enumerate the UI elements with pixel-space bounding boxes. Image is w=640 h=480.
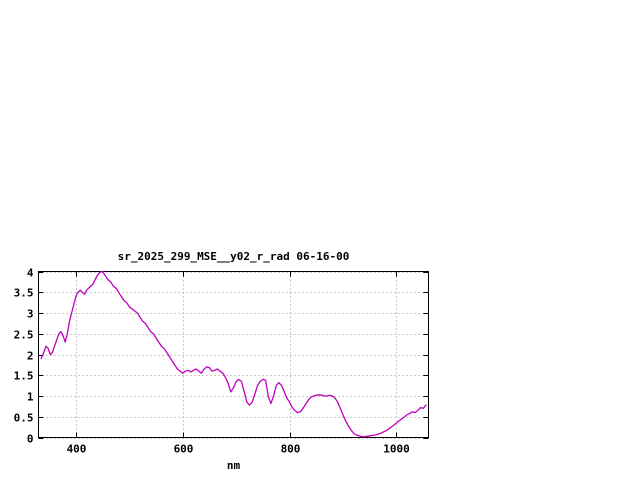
x-tick-label: 800	[281, 443, 301, 456]
y-tick-label: 4	[27, 267, 34, 280]
chart-title: sr_2025_299_MSE__y02_r_rad 06-16-00	[117, 250, 350, 263]
tick-labels: 400 600 800 1000 0 0.5 1 1.5 2 2.5 3 3.5 4	[14, 267, 410, 456]
x-tick-label: 400	[67, 443, 87, 456]
y-tick-label: 2.5	[14, 329, 34, 342]
plot-border	[38, 271, 429, 438]
y-tick-label: 3.5	[14, 287, 34, 300]
tick-marks	[38, 271, 429, 439]
grid-lines	[38, 271, 429, 439]
y-tick-label: 0.5	[14, 412, 34, 425]
x-tick-label: 600	[174, 443, 194, 456]
y-tick-label: 1.5	[14, 370, 34, 383]
x-axis-label: nm	[226, 459, 241, 472]
y-tick-label: 2	[27, 350, 34, 363]
y-tick-label: 3	[27, 308, 34, 321]
y-tick-label: 0	[27, 433, 34, 446]
series-line	[40, 270, 427, 438]
x-tick-label: 1000	[383, 443, 410, 456]
y-tick-label: 1	[27, 391, 34, 404]
